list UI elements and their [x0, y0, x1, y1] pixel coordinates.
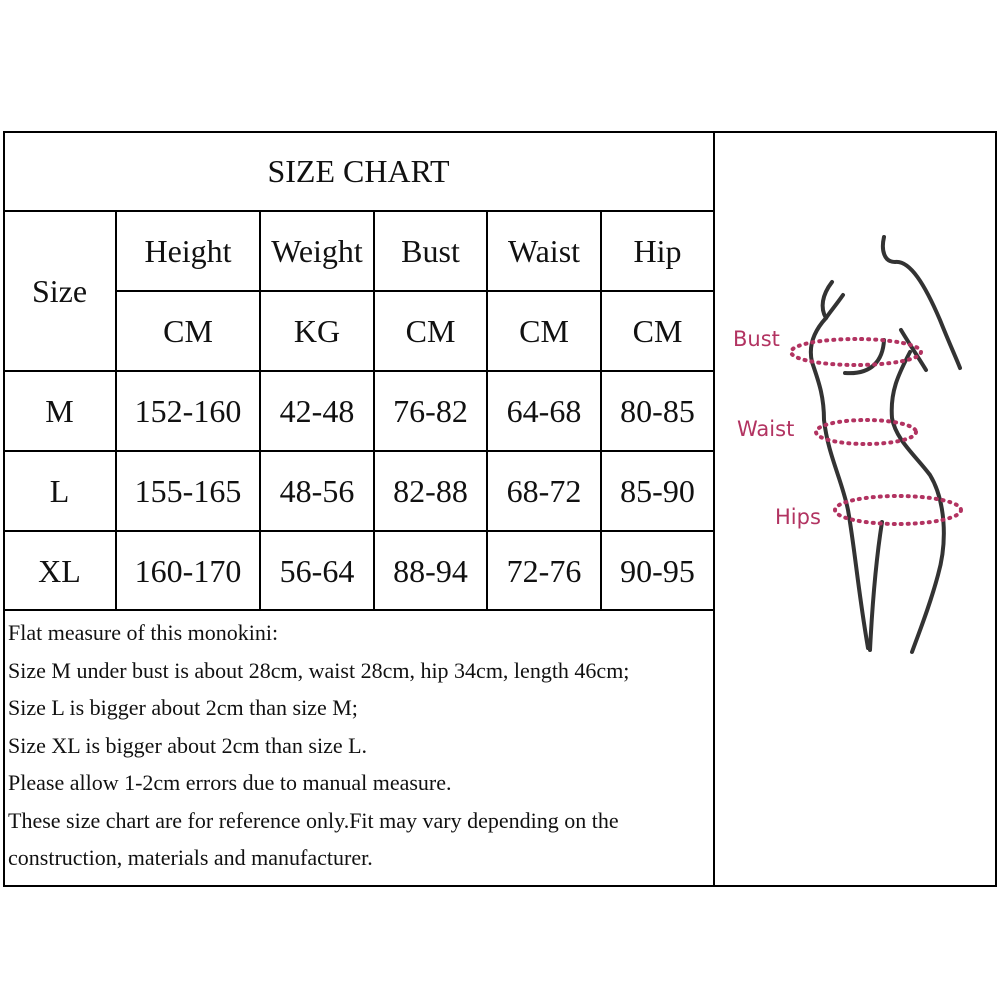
table-cell: 155-165: [134, 472, 242, 509]
table-cell: 56-64: [279, 552, 355, 589]
note-line: Flat measure of this monokini:: [8, 620, 279, 645]
divider: [3, 609, 714, 611]
table-cell: 72-76: [506, 552, 582, 589]
divider: [373, 211, 375, 610]
table-cell: 80-85: [620, 392, 695, 429]
note-line: construction, materials and manufacturer…: [8, 845, 373, 870]
hips-label: Hips: [775, 505, 821, 529]
column-header: Bust: [401, 232, 460, 269]
note-line: Size L is bigger about 2cm than size M;: [8, 695, 358, 720]
table-cell: 90-95: [620, 552, 695, 589]
bust-label: Bust: [733, 327, 780, 351]
table-cell: 88-94: [393, 552, 468, 589]
divider: [115, 211, 117, 610]
size-header: Size: [31, 272, 88, 309]
column-header: Waist: [507, 232, 581, 269]
size-chart-frame: [3, 131, 997, 887]
divider: [259, 211, 261, 610]
note-line: Size M under bust is about 28cm, waist 2…: [8, 657, 630, 683]
note-line: Size XL is bigger about 2cm than size L.: [8, 732, 368, 758]
waist-label: Waist: [737, 417, 795, 441]
column-header: Height: [144, 232, 232, 269]
divider: [600, 211, 602, 610]
size-cell: M: [45, 392, 74, 429]
table-cell: 68-72: [506, 472, 582, 509]
note-line: Please allow 1-2cm errors due to manual …: [8, 770, 452, 795]
column-unit: KG: [293, 312, 341, 349]
column-unit: CM: [405, 312, 456, 349]
divider: [3, 530, 714, 532]
table-cell: 76-82: [393, 392, 468, 429]
divider: [713, 131, 715, 885]
table-cell: 160-170: [134, 552, 242, 589]
column-unit: CM: [163, 312, 213, 349]
table-cell: 42-48: [279, 392, 355, 429]
size-cell: XL: [38, 552, 81, 589]
divider: [3, 370, 714, 372]
divider: [116, 290, 714, 292]
table-cell: 152-160: [134, 392, 242, 429]
column-unit: CM: [519, 312, 569, 349]
table-cell: 85-90: [620, 472, 695, 509]
divider: [486, 211, 488, 610]
column-header: Weight: [271, 232, 363, 269]
column-unit: CM: [632, 312, 683, 349]
measure-loops-icon: [789, 337, 963, 526]
column-header: Hip: [633, 232, 682, 269]
divider: [3, 450, 714, 452]
table-cell: 82-88: [393, 472, 468, 509]
chart-title: SIZE CHART: [267, 152, 450, 189]
divider: [3, 210, 714, 212]
table-cell: 64-68: [506, 392, 582, 429]
table-cell: 48-56: [279, 472, 355, 509]
notes: Flat measure of this monokini: Size M un…: [8, 614, 708, 877]
size-cell: L: [49, 472, 70, 509]
note-line: These size chart are for reference only.…: [8, 807, 619, 833]
